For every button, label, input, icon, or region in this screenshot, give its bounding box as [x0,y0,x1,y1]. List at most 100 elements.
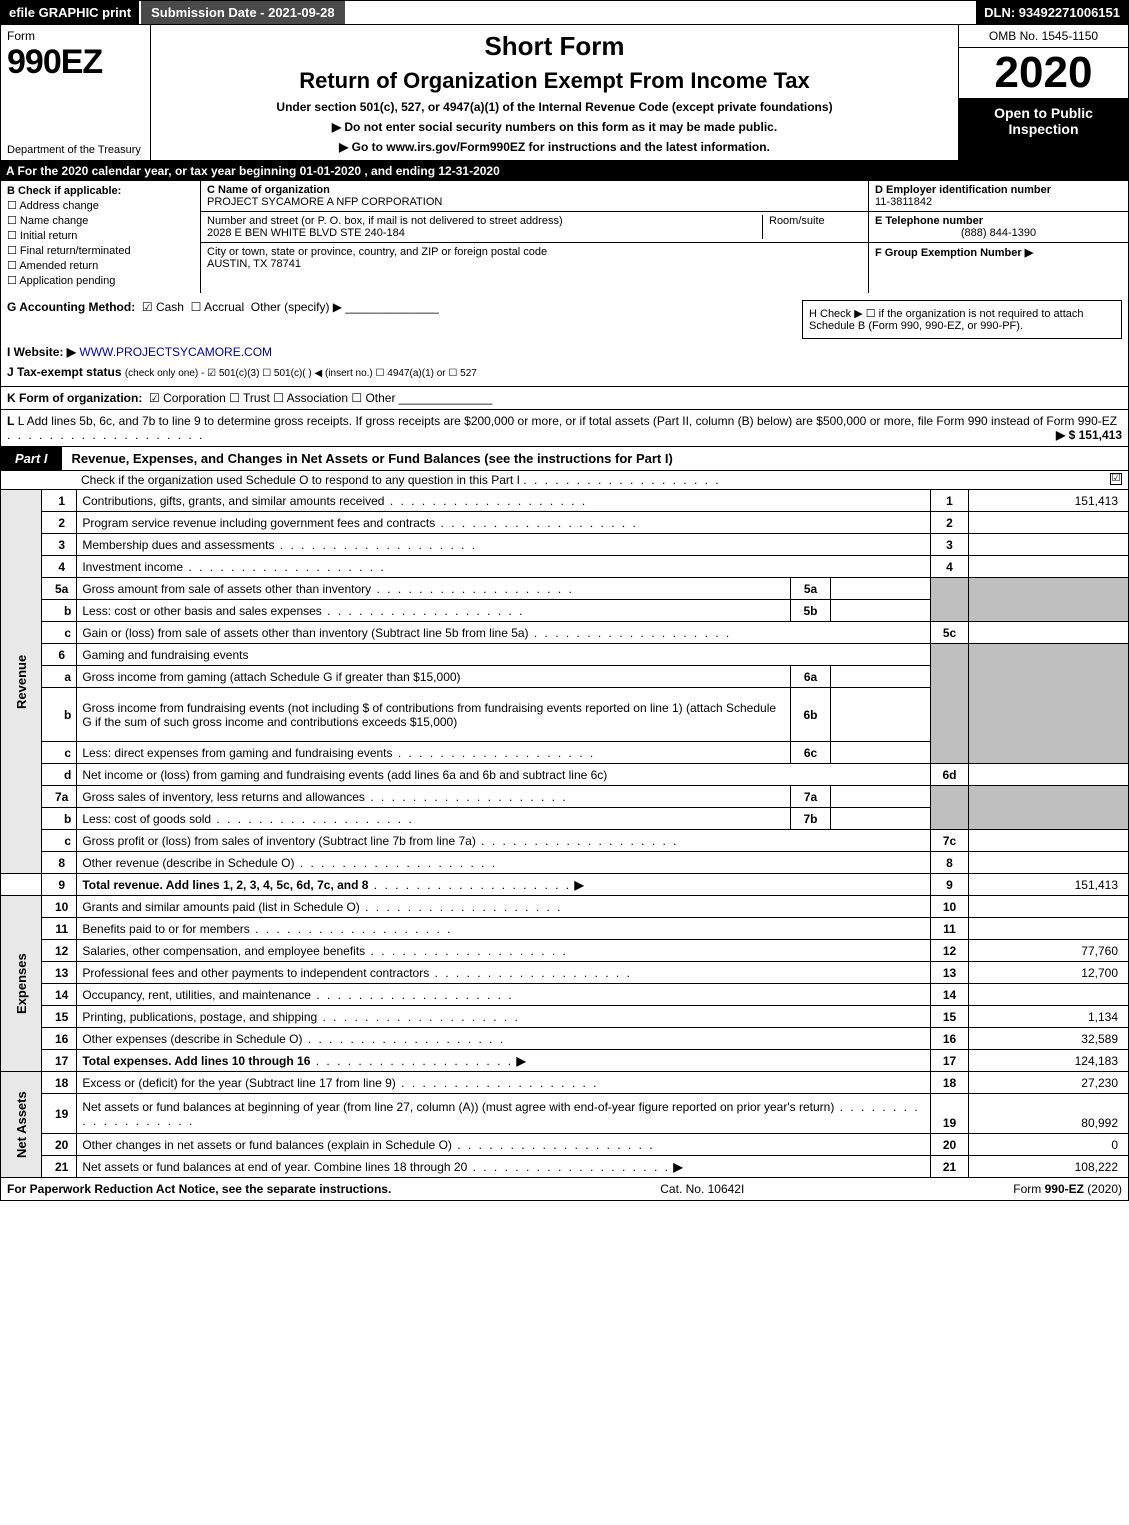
section-l-row: L L Add lines 5b, 6c, and 7b to line 9 t… [0,410,1129,447]
check-name-change[interactable]: ☐ Name change [7,214,194,227]
room-suite-label: Room/suite [769,215,862,227]
line-16-ref: 16 [931,1028,969,1050]
line-3-num: 3 [42,534,77,556]
line-6c-inval [831,742,931,764]
line-7c: c Gross profit or (loss) from sales of i… [1,830,1129,852]
line-6b-desc: Gross income from fundraising events (no… [82,701,776,729]
line-20-num: 20 [42,1134,77,1156]
line-19-ref: 19 [931,1094,969,1134]
line-1: Revenue 1 Contributions, gifts, grants, … [1,490,1129,512]
line-19-amount: 80,992 [969,1094,1129,1134]
return-title: Return of Organization Exempt From Incom… [299,68,810,94]
line-5b-desc: Less: cost or other basis and sales expe… [82,604,321,618]
under-section-text: Under section 501(c), 527, or 4947(a)(1)… [276,100,832,114]
line-10-desc: Grants and similar amounts paid (list in… [82,900,359,914]
line-6d-num: d [42,764,77,786]
line-5b-inval [831,600,931,622]
section-h: H Check ▶ ☐ if the organization is not r… [802,300,1122,339]
check-amended-return[interactable]: ☐ Amended return [7,259,194,272]
section-b-checks: B Check if applicable: ☐ Address change … [1,181,201,293]
accounting-cash[interactable]: Cash [156,300,184,314]
line-3-desc: Membership dues and assessments [82,538,274,552]
section-j: J Tax-exempt status (check only one) - ☑… [7,362,1122,382]
form-org-options[interactable]: ☑ Corporation ☐ Trust ☐ Association ☐ Ot… [149,391,395,405]
line-14-desc: Occupancy, rent, utilities, and maintena… [82,988,311,1002]
accounting-accrual[interactable]: Accrual [204,300,244,314]
form-word: Form [7,29,144,43]
check-initial-return[interactable]: ☐ Initial return [7,229,194,242]
line-7c-desc: Gross profit or (loss) from sales of inv… [82,834,475,848]
check-final-return[interactable]: ☐ Final return/terminated [7,244,194,257]
tax-exempt-options[interactable]: (check only one) - ☑ 501(c)(3) ☐ 501(c)(… [125,368,477,379]
line-6a-innum: 6a [791,666,831,688]
line-16: 16 Other expenses (describe in Schedule … [1,1028,1129,1050]
line-20-amount: 0 [969,1134,1129,1156]
line-3: 3 Membership dues and assessments 3 [1,534,1129,556]
telephone-label: E Telephone number [875,215,1122,227]
line-12: 12 Salaries, other compensation, and emp… [1,940,1129,962]
line-8-ref: 8 [931,852,969,874]
line-1-desc: Contributions, gifts, grants, and simila… [82,494,384,508]
form-header: Form 990EZ Department of the Treasury Sh… [0,25,1129,161]
website-link[interactable]: WWW.PROJECTSYCAMORE.COM [79,345,272,359]
line-6c-innum: 6c [791,742,831,764]
line-7c-amount [969,830,1129,852]
line-6abc-shade-amt [969,644,1129,764]
check-address-change[interactable]: ☐ Address change [7,199,194,212]
street-label: Number and street (or P. O. box, if mail… [207,215,762,227]
line-4-desc: Investment income [82,560,183,574]
line-6b-inval [831,688,931,742]
line-7a: 7a Gross sales of inventory, less return… [1,786,1129,808]
line-1-ref: 1 [931,490,969,512]
line-9-ref: 9 [931,874,969,896]
part-1-label: Part I [1,447,62,470]
submission-date-label: Submission Date - 2021-09-28 [139,1,347,24]
line-7b-inval [831,808,931,830]
line-6-desc: Gaming and fundraising events [77,644,931,666]
schedule-o-checkbox[interactable]: ☑ [1110,473,1122,485]
city-value: AUSTIN, TX 78741 [207,258,862,270]
line-5c-desc: Gain or (loss) from sale of assets other… [82,626,528,640]
check-amended-return-label: Amended return [19,260,98,272]
check-application-pending[interactable]: ☐ Application pending [7,274,194,287]
go-to-link[interactable]: ▶ Go to www.irs.gov/Form990EZ for instru… [339,140,770,154]
efile-print-button[interactable]: efile GRAPHIC print [1,1,139,24]
line-1-num: 1 [42,490,77,512]
line-6c-num: c [42,742,77,764]
line-7c-ref: 7c [931,830,969,852]
top-bar: efile GRAPHIC print Submission Date - 20… [0,0,1129,25]
line-17-ref: 17 [931,1050,969,1072]
street-value: 2028 E BEN WHITE BLVD STE 240-184 [207,227,762,239]
line-5c: c Gain or (loss) from sale of assets oth… [1,622,1129,644]
line-6abc-shade [931,644,969,764]
line-5a-desc: Gross amount from sale of assets other t… [82,582,371,596]
line-6a-num: a [42,666,77,688]
line-8: 8 Other revenue (describe in Schedule O)… [1,852,1129,874]
line-7a-desc: Gross sales of inventory, less returns a… [82,790,365,804]
line-8-num: 8 [42,852,77,874]
accounting-other[interactable]: Other (specify) ▶ [251,300,342,314]
line-9-num: 9 [42,874,77,896]
schedule-o-text: Check if the organization used Schedule … [81,473,520,487]
line-21-num: 21 [42,1156,77,1178]
check-application-pending-label: Application pending [19,275,115,287]
line-7a-num: 7a [42,786,77,808]
line-11-amount [969,918,1129,940]
expenses-sidebar: Expenses [1,896,42,1072]
line-20: 20 Other changes in net assets or fund b… [1,1134,1129,1156]
open-public-badge: Open to Public Inspection [959,99,1128,160]
line-2-desc: Program service revenue including govern… [82,516,435,530]
footer-right: Form 990-EZ (2020) [1013,1182,1122,1196]
check-address-change-label: Address change [19,200,99,212]
line-21-desc: Net assets or fund balances at end of ye… [82,1160,467,1174]
tax-year: 2020 [959,48,1128,99]
line-4-num: 4 [42,556,77,578]
check-initial-return-label: Initial return [20,230,77,242]
line-5b-innum: 5b [791,600,831,622]
section-l-text: L Add lines 5b, 6c, and 7b to line 9 to … [18,414,1117,428]
ein-label: D Employer identification number [875,184,1122,196]
check-name-change-label: Name change [20,215,89,227]
line-7b-desc: Less: cost of goods sold [82,812,211,826]
part-1-table: Revenue 1 Contributions, gifts, grants, … [0,489,1129,1178]
line-5c-amount [969,622,1129,644]
